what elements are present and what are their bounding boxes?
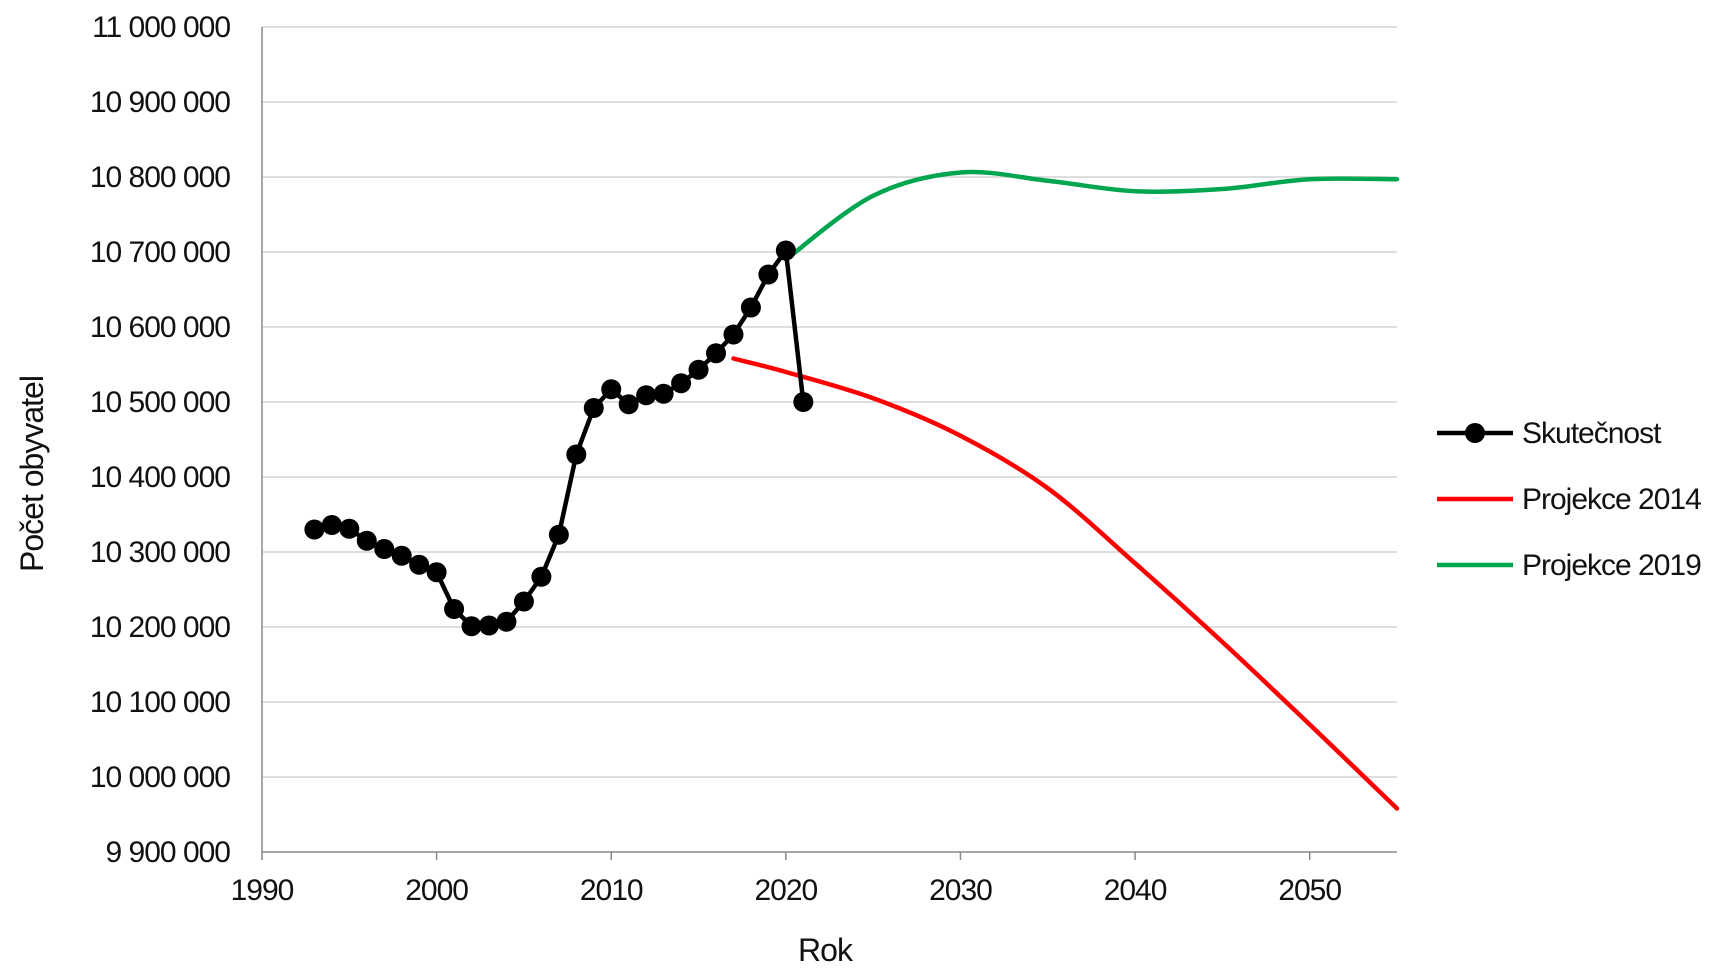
legend-swatch-marker [1465, 423, 1485, 443]
data-point-marker [461, 616, 482, 637]
x-tick-label: 2000 [405, 874, 468, 907]
gridlines [262, 26, 1397, 853]
data-point-marker [793, 392, 814, 412]
legend-label: Projekce 2019 [1522, 549, 1701, 582]
legend-label: Projekce 2014 [1522, 483, 1701, 516]
data-point-marker [636, 385, 657, 406]
data-point-marker [583, 398, 604, 418]
data-point-marker [391, 545, 412, 566]
data-point-marker [548, 524, 569, 545]
data-point-marker [566, 444, 587, 465]
data-point-marker [496, 611, 517, 632]
data-point-marker [339, 518, 360, 539]
x-tick-label: 1990 [231, 874, 294, 907]
y-tick-label: 10 600 000 [90, 311, 230, 344]
x-tick-label: 2050 [1278, 874, 1341, 907]
data-point-marker [444, 599, 465, 619]
data-point-marker [706, 343, 726, 364]
data-point-marker [479, 615, 499, 636]
series-line-2 [731, 356, 1400, 811]
y-tick-label: 10 300 000 [90, 536, 230, 569]
series-line-1 [312, 248, 806, 629]
x-axis-title: Rok [798, 932, 854, 968]
y-tick-label: 10 900 000 [90, 86, 230, 119]
y-tick-label: 11 000 000 [92, 11, 230, 44]
y-tick-label: 9 900 000 [106, 836, 231, 869]
data-point-marker [775, 240, 796, 261]
data-point-marker [409, 554, 430, 575]
y-tick-label: 10 100 000 [90, 686, 230, 719]
y-axis-title: Počet obyvatel [14, 376, 50, 572]
x-tick-label: 2040 [1104, 874, 1167, 907]
data-point-marker [758, 264, 779, 285]
data-point-marker [374, 539, 395, 559]
y-tick-label: 10 200 000 [90, 611, 230, 644]
series-layer [304, 169, 1400, 811]
y-tick-label: 10 000 000 [90, 761, 230, 794]
x-axis-ticks: 1990 2000 2010 2020 2030 2040 2050 [231, 852, 1342, 907]
legend: Skutečnost Projekce 2014 Projekce 2019 [1437, 417, 1702, 582]
legend-label: Skutečnost [1522, 417, 1662, 450]
x-tick-label: 2020 [754, 874, 817, 907]
y-tick-label: 10 700 000 [90, 236, 230, 269]
y-tick-label: 10 800 000 [90, 161, 230, 194]
data-point-marker [513, 591, 534, 612]
y-axis-ticks: 9 900 000 10 000 000 10 100 000 10 200 000 1… [90, 11, 231, 869]
y-tick-label: 10 400 000 [90, 461, 230, 494]
data-point-marker [304, 519, 325, 540]
data-point-marker [531, 566, 552, 587]
data-point-marker [356, 530, 377, 551]
data-point-marker [601, 379, 622, 400]
data-point-marker [653, 383, 674, 404]
data-point-marker [426, 562, 447, 583]
x-tick-label: 2010 [580, 874, 643, 907]
data-point-marker [688, 359, 709, 380]
data-point-marker [321, 515, 342, 535]
data-point-marker [740, 297, 761, 318]
data-point-marker [671, 373, 692, 394]
y-tick-label: 10 500 000 [90, 386, 230, 419]
x-tick-label: 2030 [929, 874, 992, 907]
data-point-marker [618, 394, 639, 415]
series-line-3 [783, 169, 1400, 262]
data-point-marker [723, 324, 744, 345]
